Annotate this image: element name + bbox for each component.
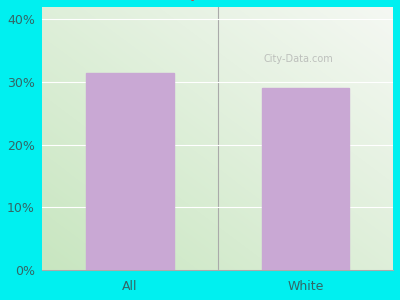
Text: Westport, IN: Westport, IN xyxy=(153,0,247,1)
Text: City-Data.com: City-Data.com xyxy=(264,55,333,64)
Bar xyxy=(262,88,349,270)
Bar xyxy=(86,73,174,270)
